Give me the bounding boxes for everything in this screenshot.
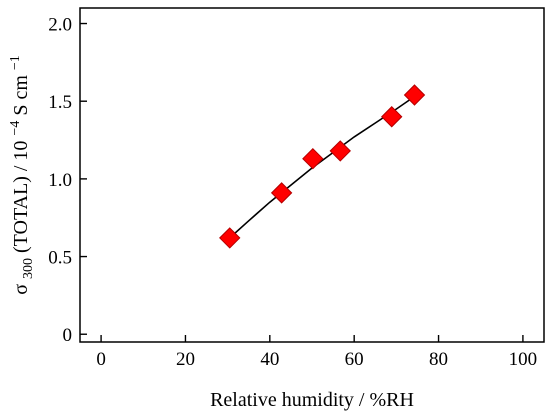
y-axis-ticks: 0 0.5 1.0 1.5 2.0: [48, 15, 87, 346]
y-axis-title-main: (TOTAL) / 10: [10, 141, 32, 253]
y-tick-label: 1.5: [48, 92, 72, 113]
x-tick-label: 0: [96, 349, 106, 370]
y-axis-title-sigma: σ: [10, 284, 32, 295]
x-tick-label: 100: [509, 349, 538, 370]
data-point-marker: [381, 106, 403, 128]
y-axis-title-exponent-2: −1: [8, 55, 23, 70]
x-axis-title: Relative humidity / %RH: [210, 389, 414, 411]
data-point-marker: [270, 182, 293, 204]
y-tick-label: 2.0: [48, 15, 72, 36]
data-point-marker: [329, 140, 351, 162]
data-point-marker: [403, 84, 426, 106]
x-axis-ticks: 0 20 40 60 80 100: [96, 335, 537, 370]
y-axis-title-unit: S cm: [10, 75, 32, 116]
y-tick-label: 0: [63, 325, 73, 346]
y-axis-title: σ 300 (TOTAL) / 10 −4 S cm −1: [2, 55, 37, 295]
data-point-marker: [219, 227, 241, 249]
x-tick-label: 40: [260, 349, 279, 370]
x-tick-label: 60: [345, 349, 364, 370]
y-tick-label: 0.5: [48, 248, 72, 269]
x-tick-label: 80: [429, 349, 448, 370]
y-axis-title-exponent-1: −4: [8, 121, 23, 136]
x-tick-label: 20: [176, 349, 195, 370]
data-markers: [219, 84, 426, 249]
data-point-marker: [302, 147, 324, 170]
y-axis-title-subscript: 300: [21, 258, 36, 279]
y-tick-label: 1.0: [48, 170, 72, 191]
plot-frame: [79, 7, 545, 343]
